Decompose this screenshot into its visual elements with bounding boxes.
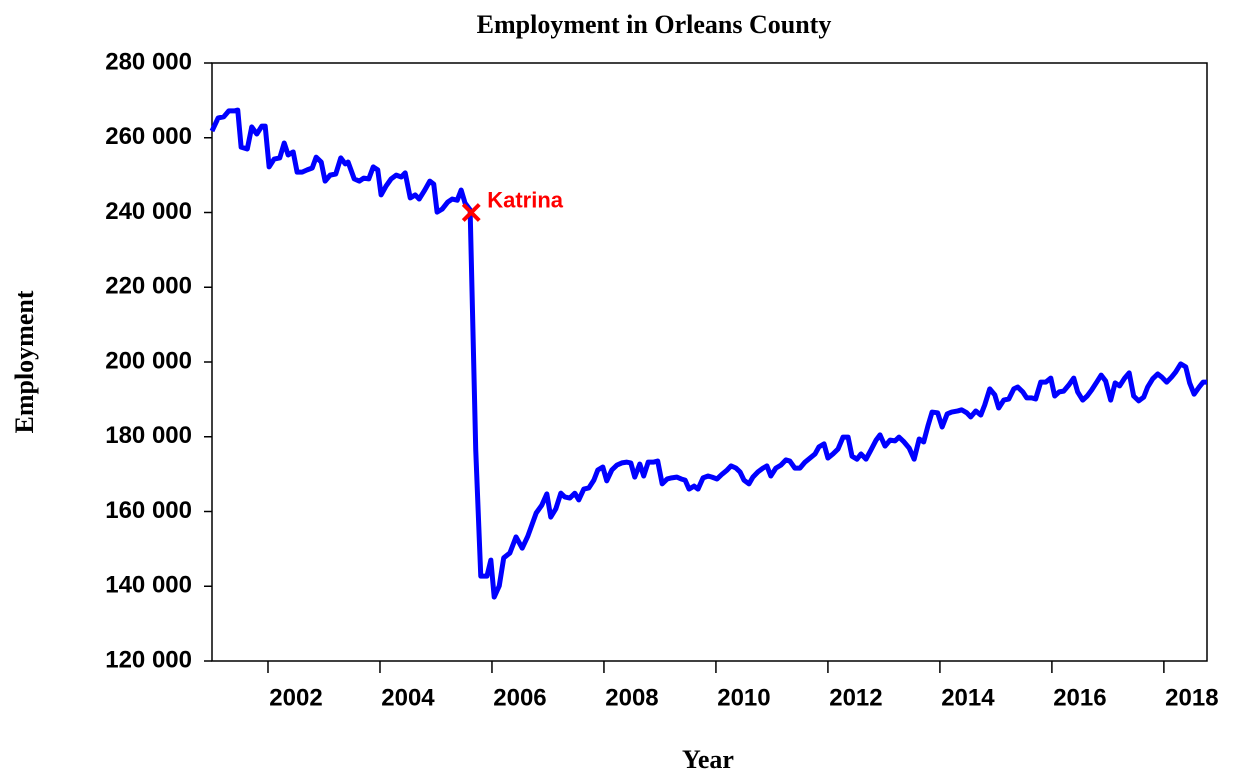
x-tick-label: 2004 <box>381 684 435 711</box>
y-axis-label: Employment <box>10 290 39 433</box>
x-tick-label: 2002 <box>269 684 322 711</box>
y-tick-label: 260 000 <box>105 123 192 150</box>
chart-title: Employment in Orleans County <box>477 10 832 39</box>
annotation-label: Katrina <box>487 187 564 212</box>
y-tick-label: 180 000 <box>105 422 192 449</box>
annotation-marker <box>461 203 481 222</box>
x-tick-label: 2016 <box>1053 684 1106 711</box>
x-tick-label: 2010 <box>717 684 770 711</box>
x-axis-label: Year <box>682 745 734 774</box>
y-tick-label: 220 000 <box>105 273 192 300</box>
y-tick-label: 200 000 <box>105 347 192 374</box>
y-tick-label: 120 000 <box>105 646 192 673</box>
plot-frame <box>211 62 1208 662</box>
x-tick-label: 2006 <box>493 684 546 711</box>
data-line <box>209 107 1207 600</box>
y-tick-label: 160 000 <box>105 497 192 524</box>
y-tick-label: 140 000 <box>105 572 192 599</box>
y-tick-label: 280 000 <box>105 48 192 75</box>
x-tick-label: 2014 <box>941 684 995 711</box>
x-tick-label: 2012 <box>829 684 882 711</box>
x-tick-label: 2018 <box>1165 684 1218 711</box>
x-tick-label: 2008 <box>605 684 658 711</box>
y-tick-label: 240 000 <box>105 198 192 225</box>
